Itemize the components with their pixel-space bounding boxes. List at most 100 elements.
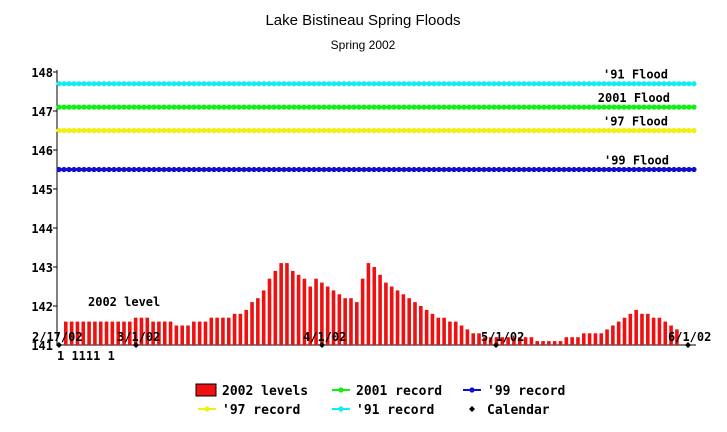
record-point [681,104,687,110]
record-point [636,81,642,87]
record-point [296,81,302,87]
record-point [486,104,492,110]
level-bar [389,286,394,345]
record-point [336,81,342,87]
record-point [371,127,377,134]
level-bar [395,290,400,345]
record-point [306,81,312,87]
record-point [561,104,567,110]
record-point [661,104,667,110]
record-point [431,127,437,134]
record-point [56,127,62,134]
record-point [671,81,677,87]
record-point [566,104,572,110]
record-point [121,104,127,110]
level-bar [529,337,534,345]
record-point [556,81,562,87]
level-bar [360,278,365,345]
record-point [681,166,687,173]
record-point [561,81,567,87]
record-point [196,166,202,173]
record-point [56,166,62,173]
record-point [86,127,92,134]
record-point [581,104,587,110]
record-point [301,81,307,87]
calendar-marker [319,342,325,348]
record-point [691,81,697,87]
record-point [451,166,457,173]
record-point [211,127,217,134]
record-point [201,166,207,173]
record-point [481,81,487,87]
record-point [76,166,82,173]
record-point [226,166,232,173]
record-point [646,166,652,173]
record-point [126,166,132,173]
record-point [611,104,617,110]
record-point [316,81,322,87]
record-point [246,166,252,173]
record-point [551,166,557,173]
record-point [416,166,422,173]
record-point [491,104,497,110]
x-tick-label: 4/1/02 [303,330,346,344]
record-point [186,81,192,87]
record-point [441,166,447,173]
level-bar [570,337,574,345]
record-point [286,81,292,87]
legend-label: Calendar [487,403,550,418]
record-point [521,81,527,87]
record-point [266,81,272,87]
record-point [201,104,207,110]
record-point [631,81,637,87]
record-point [286,104,292,110]
record-point [631,166,637,173]
record-point [196,127,202,134]
level-bar [203,321,208,345]
calendar-marker [493,342,499,348]
record-point [621,166,627,173]
record-point [316,104,322,110]
record-point [151,127,157,134]
record-point [661,81,667,87]
record-point [626,104,632,110]
record-point [326,166,332,173]
record-point [546,127,552,134]
record-point [276,81,282,87]
record-point [376,104,382,110]
level-bar [133,317,138,345]
record-point [346,166,352,173]
record-point [476,81,482,87]
level-bar [669,325,673,345]
record-point [111,127,117,134]
level-bar [186,325,190,345]
record-point [481,127,487,134]
record-point [356,127,362,134]
record-point [416,104,422,110]
level-bar [552,341,557,345]
level-bar [517,337,522,345]
record-point [361,127,367,134]
record-point [686,104,692,110]
level-bar [430,313,435,345]
record-point [566,166,572,173]
record-point [361,166,367,173]
record-point [581,166,587,173]
record-point [371,104,377,110]
record-point [371,81,377,87]
level-bar [128,321,132,345]
record-point [111,81,117,87]
record-point [291,127,297,134]
record-point [411,104,417,110]
record-point [576,166,582,173]
record-point [321,166,327,173]
record-point [116,166,122,173]
record-point [441,104,447,110]
record-point [206,166,212,173]
record-point [456,166,462,173]
record-point [91,81,97,87]
record-point [96,166,102,173]
record-point [136,81,142,87]
level-bar [646,313,650,345]
